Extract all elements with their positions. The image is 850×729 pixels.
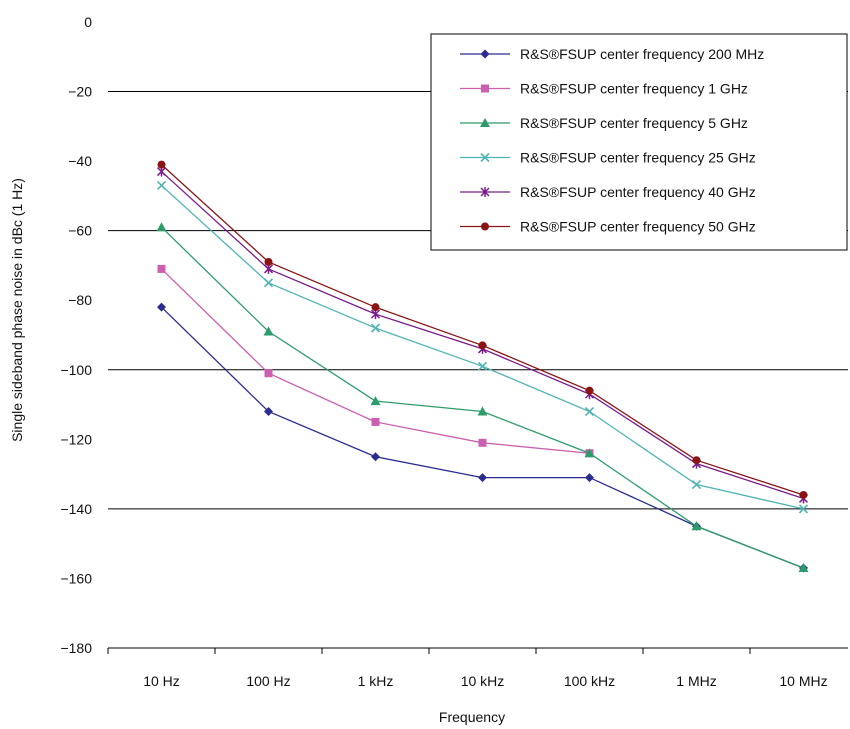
data-point (478, 341, 487, 350)
legend-label: R&S®FSUP center frequency 5 GHz (520, 115, 748, 131)
y-tick-label: −80 (68, 292, 92, 308)
data-point (264, 407, 273, 417)
data-point (691, 479, 702, 490)
legend-box (430, 33, 848, 251)
x-tick-label: 10 MHz (779, 673, 827, 689)
x-tick-label: 1 MHz (676, 673, 716, 689)
data-point (584, 448, 595, 458)
x-tick-label: 100 kHz (564, 673, 615, 689)
legend: R&S®FSUP center frequency 200 MHz R&S®FSU… (430, 33, 848, 251)
data-point (477, 361, 488, 371)
y-tick-label: −140 (60, 501, 92, 517)
series-line (161, 226, 804, 569)
data-point (691, 521, 702, 531)
legend-marker (481, 84, 489, 93)
axes: 0 −20 −40 −60 −80 −100 −120 −140 −160 −180 10 Hz 10… (60, 14, 848, 689)
data-point (584, 406, 595, 417)
legend-item: R&S®FSUP center frequency 40 GHz (460, 184, 756, 200)
data-point (264, 257, 273, 266)
data-point (371, 303, 380, 312)
data-point (692, 456, 701, 465)
data-point (585, 473, 594, 483)
legend-label: R&S®FSUP center frequency 1 GHz (520, 81, 748, 97)
series-2 (157, 264, 594, 458)
x-tick-label: 1 kHz (358, 673, 394, 689)
data-point (478, 438, 487, 447)
legend-item: R&S®FSUP center frequency 200 MHz (460, 46, 764, 62)
series-lines (156, 160, 809, 573)
series-3 (156, 222, 809, 573)
data-point (798, 563, 809, 573)
data-point (157, 302, 166, 312)
series-4 (156, 180, 809, 514)
x-tick-label: 10 Hz (143, 673, 180, 689)
legend-marker (480, 49, 490, 59)
data-point (371, 452, 380, 462)
legend-label: R&S®FSUP center frequency 50 GHz (520, 219, 756, 235)
y-tick-label: −160 (60, 570, 92, 586)
legend-item: R&S®FSUP center frequency 5 GHz (460, 115, 748, 131)
data-point (263, 278, 274, 288)
y-axis-title: Single sideband phase noise in dBc (1 Hz… (9, 178, 25, 442)
data-point (370, 396, 381, 406)
y-tick-label: −100 (60, 362, 92, 378)
y-tick-label: −180 (60, 640, 92, 656)
y-tick-label: −40 (68, 153, 92, 169)
data-point (799, 490, 808, 499)
legend-marker (480, 152, 490, 163)
legend-label: R&S®FSUP center frequency 25 GHz (520, 150, 756, 166)
x-axis-title: Frequency (439, 709, 505, 725)
legend-item: R&S®FSUP center frequency 1 GHz (460, 81, 748, 97)
data-point (157, 264, 166, 273)
series-6 (157, 160, 808, 499)
data-point (263, 326, 274, 336)
legend-item: R&S®FSUP center frequency 25 GHz (460, 150, 756, 166)
y-tick-label: −120 (60, 431, 92, 447)
data-point (478, 473, 487, 483)
y-tick-label: −20 (68, 84, 92, 100)
legend-marker (480, 187, 490, 197)
x-tick-label: 10 kHz (461, 673, 505, 689)
legend-marker (480, 118, 490, 127)
data-point (477, 406, 488, 416)
data-point (798, 504, 809, 514)
y-tick-label: −60 (68, 223, 92, 239)
data-point (585, 386, 594, 395)
x-tick-label: 100 Hz (246, 673, 290, 689)
data-point (156, 180, 167, 191)
legend-item: R&S®FSUP center frequency 50 GHz (460, 219, 756, 235)
data-point (156, 222, 167, 232)
data-point (264, 369, 273, 378)
legend-label: R&S®FSUP center frequency 200 MHz (520, 46, 764, 62)
legend-label: R&S®FSUP center frequency 40 GHz (520, 184, 756, 200)
data-point (371, 417, 380, 426)
legend-marker (481, 222, 489, 231)
data-point (157, 160, 166, 169)
y-tick-label: 0 (84, 14, 92, 30)
data-point (370, 323, 381, 333)
